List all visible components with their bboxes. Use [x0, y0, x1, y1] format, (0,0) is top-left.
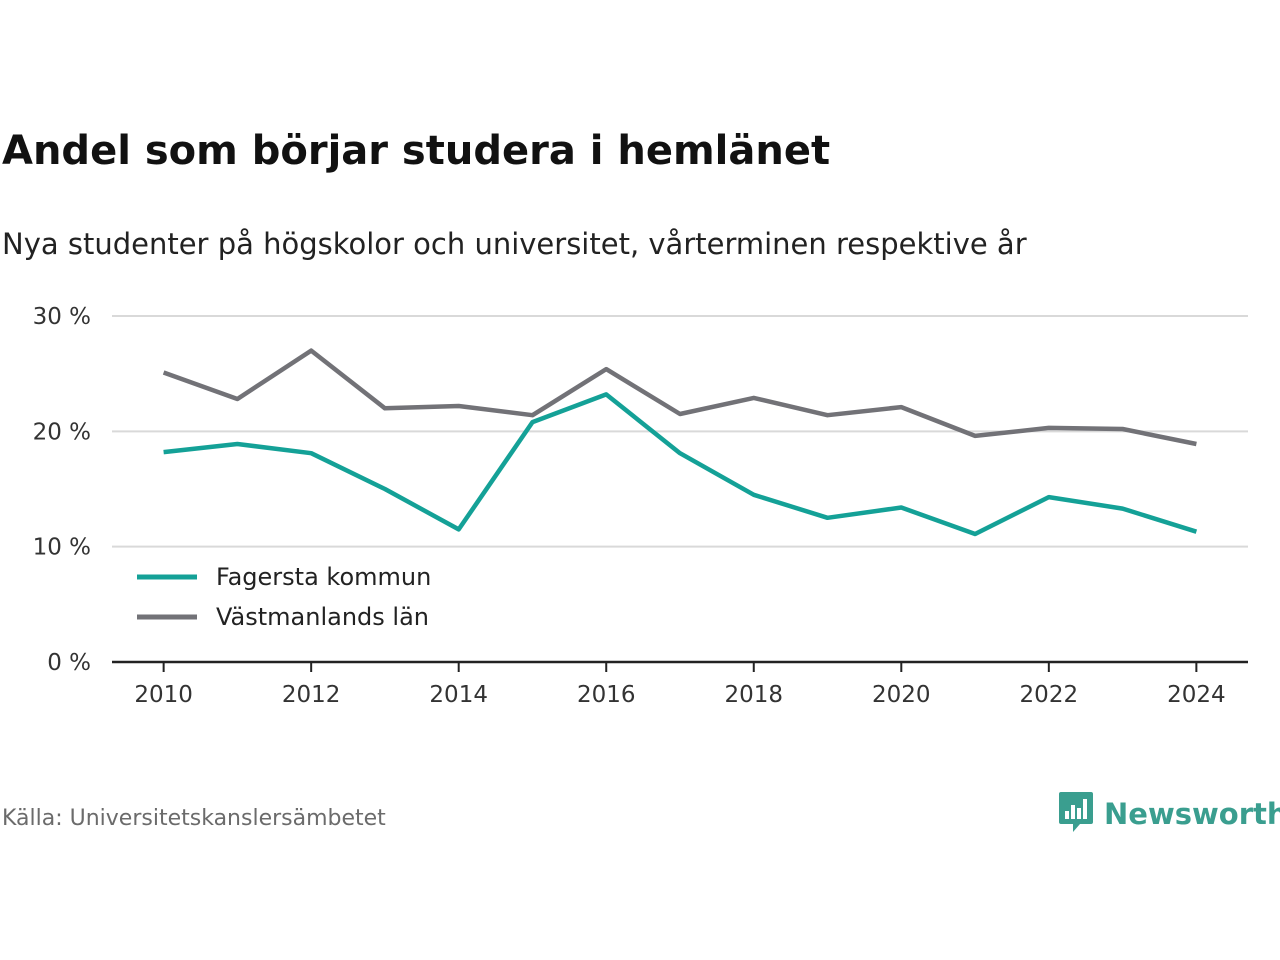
y-tick-label-20: 20 % — [33, 419, 91, 445]
legend: Fagersta kommun Västmanlands län — [137, 563, 431, 631]
x-tick-label-2012: 2012 — [282, 682, 341, 708]
y-axis-ticks: 0 % 10 % 20 % 30 % — [33, 304, 91, 676]
series-lines — [162, 348, 1198, 537]
bar-chart-speech-bubble-icon — [1058, 790, 1094, 838]
x-tick-label-2018: 2018 — [724, 682, 783, 708]
x-tick-label-2020: 2020 — [872, 682, 931, 708]
y-tick-label-10: 10 % — [33, 535, 91, 561]
y-tick-label-0: 0 % — [47, 650, 91, 676]
legend-label-1: Västmanlands län — [216, 603, 429, 631]
series-line-fagersta — [163, 392, 1198, 537]
x-tick-label-2010: 2010 — [134, 682, 193, 708]
x-tick-label-2022: 2022 — [1020, 682, 1079, 708]
grid-lines — [112, 315, 1248, 548]
brand-logo: Newsworthy — [1058, 791, 1280, 837]
x-tick-label-2016: 2016 — [577, 682, 636, 708]
brand-name: Newsworthy — [1104, 797, 1280, 831]
x-axis: 2010 2012 2014 2016 2018 2020 2022 2024 — [112, 660, 1248, 708]
source-note: Källa: Universitetskanslersämbetet — [2, 806, 386, 831]
series-line-vastmanland — [162, 348, 1197, 447]
y-tick-label-30: 30 % — [33, 304, 91, 330]
legend-label-0: Fagersta kommun — [216, 563, 431, 591]
x-tick-label-2024: 2024 — [1167, 682, 1226, 708]
chart-title: Andel som börjar studera i hemlänet — [2, 128, 831, 174]
chart-subtitle: Nya studenter på högskolor och universit… — [2, 227, 1027, 261]
x-tick-label-2014: 2014 — [429, 682, 488, 708]
